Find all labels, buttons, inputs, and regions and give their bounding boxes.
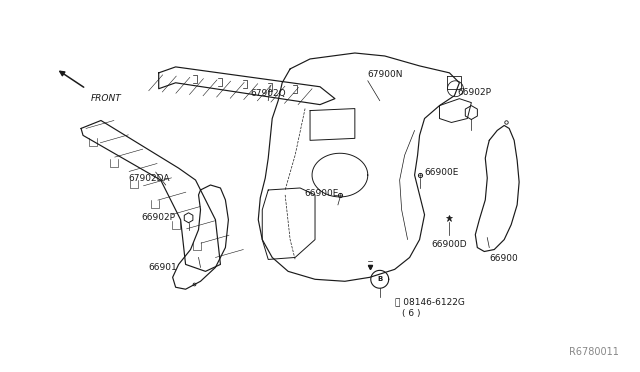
Text: 67902DA: 67902DA	[128, 174, 170, 183]
Text: 66900: 66900	[490, 254, 518, 263]
Text: ( 6 ): ( 6 )	[402, 309, 420, 318]
Text: 66902P: 66902P	[141, 213, 176, 222]
Text: B: B	[377, 276, 382, 282]
Text: 66900E: 66900E	[424, 168, 459, 177]
Text: Ⓑ 08146-6122G: Ⓑ 08146-6122G	[395, 297, 465, 306]
Text: FRONT: FRONT	[91, 94, 122, 103]
Text: 66900D: 66900D	[431, 240, 467, 248]
Text: 66901: 66901	[148, 263, 177, 272]
Text: 67902Q: 67902Q	[250, 89, 286, 98]
Text: 66900E: 66900E	[305, 189, 339, 198]
Text: R6780011: R6780011	[569, 347, 619, 357]
Text: 66902P: 66902P	[458, 88, 492, 97]
Text: 67900N: 67900N	[367, 70, 403, 79]
